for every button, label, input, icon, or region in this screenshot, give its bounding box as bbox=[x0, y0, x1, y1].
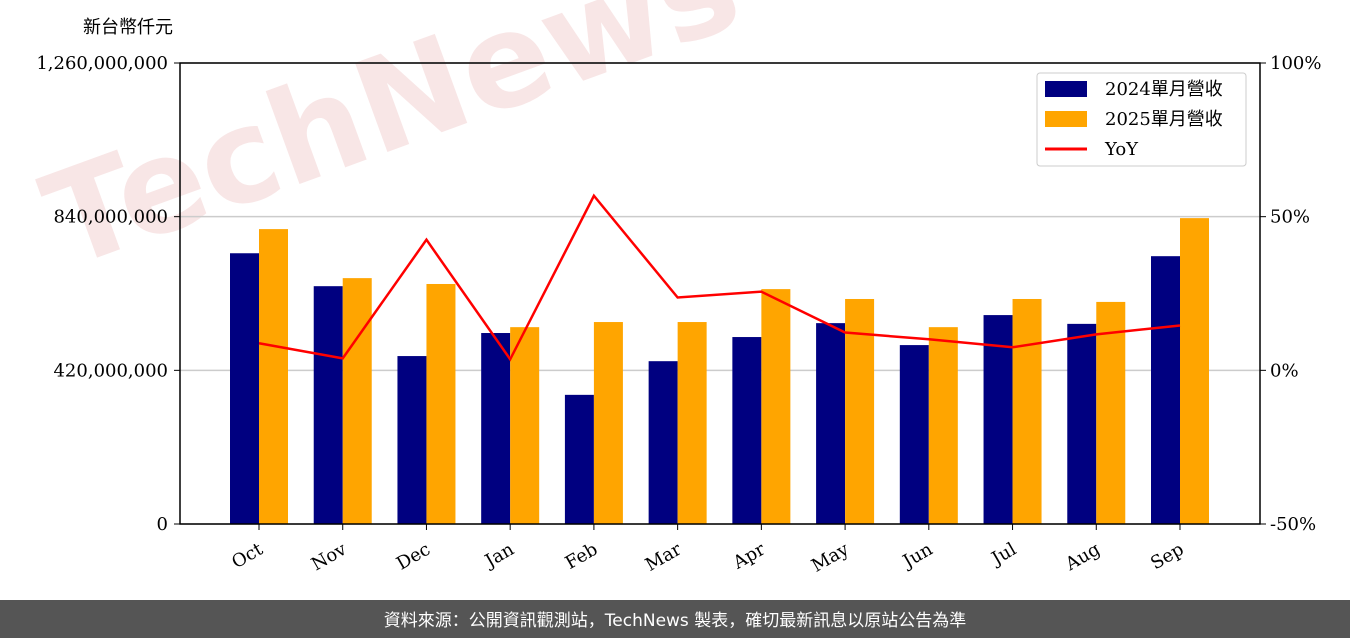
x-tick-label: Oct bbox=[228, 538, 267, 573]
x-tick-label: Jan bbox=[480, 539, 518, 573]
bar bbox=[564, 394, 594, 524]
x-tick-label: Nov bbox=[308, 538, 351, 575]
x-tick-label: Aug bbox=[1061, 539, 1104, 576]
legend-swatch bbox=[1045, 81, 1087, 97]
bar bbox=[899, 345, 929, 524]
bar bbox=[313, 286, 343, 524]
legend-box bbox=[1036, 72, 1247, 167]
legend-swatch bbox=[1045, 111, 1087, 127]
watermark: TechNews bbox=[25, 0, 757, 298]
y2-tick-label: -50% bbox=[1270, 514, 1316, 535]
y2-tick-label: 0% bbox=[1270, 360, 1299, 381]
legend-label: 2025單月營收 bbox=[1105, 109, 1223, 130]
bar bbox=[928, 327, 958, 524]
line bbox=[258, 193, 1181, 362]
y-tick-label: 0 bbox=[157, 514, 168, 535]
y2-tick-label: 50% bbox=[1270, 207, 1310, 228]
bar bbox=[481, 333, 511, 524]
x-tick-label: Jul bbox=[987, 539, 1021, 571]
legend-label: 2024單月營收 bbox=[1105, 79, 1223, 100]
bar bbox=[816, 323, 846, 524]
x-tick-label: Apr bbox=[729, 539, 769, 574]
bar bbox=[510, 327, 540, 524]
bar bbox=[732, 337, 762, 524]
bar bbox=[761, 289, 791, 524]
y2-tick-label: 100% bbox=[1270, 53, 1321, 74]
bar bbox=[983, 315, 1013, 524]
bar bbox=[1012, 298, 1042, 524]
bar bbox=[1180, 218, 1209, 524]
bar bbox=[342, 278, 372, 524]
bar bbox=[1096, 301, 1126, 524]
bar bbox=[648, 361, 678, 524]
x-tick-label: Dec bbox=[393, 539, 434, 575]
y-tick-label: 420,000,000 bbox=[53, 360, 168, 381]
bar bbox=[677, 322, 707, 524]
x-tick-label: Feb bbox=[562, 539, 602, 574]
y-tick-label: 1,260,000,000 bbox=[36, 53, 168, 74]
y-tick-label: 840,000,000 bbox=[53, 207, 168, 228]
bar bbox=[426, 283, 456, 524]
bar bbox=[1151, 256, 1180, 524]
bar bbox=[845, 298, 875, 524]
legend-label: YoY bbox=[1104, 139, 1139, 160]
x-tick-label: Sep bbox=[1147, 539, 1187, 574]
plot-frame bbox=[179, 62, 1261, 525]
x-tick-label: Mar bbox=[642, 539, 686, 576]
bar bbox=[259, 229, 288, 524]
bar bbox=[397, 356, 427, 524]
bar bbox=[1067, 323, 1097, 524]
bar bbox=[593, 322, 623, 524]
y-axis-label: 新台幣仟元 bbox=[83, 17, 173, 38]
footer: 資料來源：公開資訊觀測站，TechNews 製表，確切最新訊息以原站公告為準 bbox=[384, 611, 966, 631]
footer-bar bbox=[0, 600, 1350, 638]
x-tick-label: May bbox=[808, 538, 853, 576]
bar bbox=[230, 253, 259, 524]
x-tick-label: Jun bbox=[898, 539, 937, 574]
